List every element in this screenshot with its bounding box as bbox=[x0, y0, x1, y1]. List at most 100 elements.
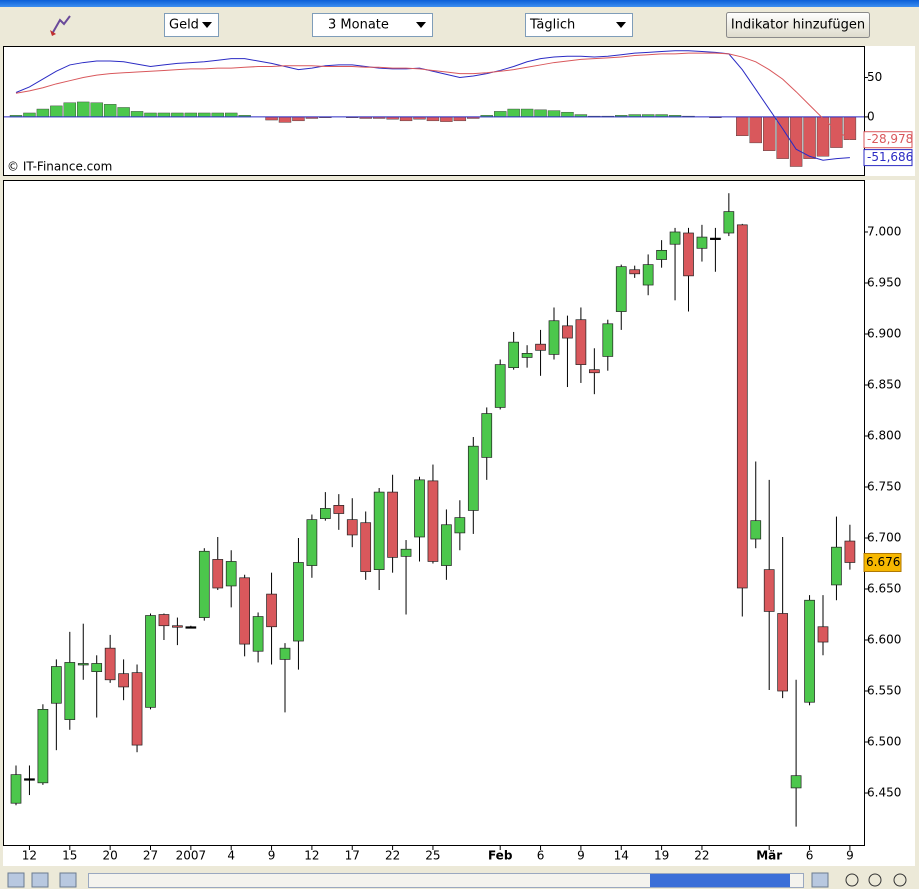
y-tick-label: 6.550 bbox=[867, 684, 901, 698]
histogram-bar bbox=[90, 102, 103, 118]
currency-value: Geld bbox=[169, 18, 199, 33]
y-tick-label: 6.750 bbox=[867, 479, 901, 493]
histogram-bar bbox=[184, 112, 198, 118]
add-indicator-button[interactable]: Indikator hinzufügen bbox=[726, 12, 870, 38]
candle-body bbox=[521, 353, 533, 358]
candle-body bbox=[831, 546, 842, 586]
candle-body bbox=[427, 480, 439, 562]
x-tick-label: 6 bbox=[537, 849, 545, 863]
candle-body bbox=[642, 264, 654, 286]
last-value-label: -28,978 bbox=[867, 132, 913, 146]
candle-body bbox=[723, 211, 735, 234]
x-tick-label: 22 bbox=[385, 849, 400, 863]
candle-body bbox=[763, 569, 775, 612]
scrollbar[interactable] bbox=[88, 873, 804, 888]
x-tick-label: 14 bbox=[614, 849, 629, 863]
indicator-line bbox=[15, 50, 850, 161]
histogram-bar bbox=[292, 116, 305, 122]
x-tick-label: 2007 bbox=[176, 849, 207, 863]
candle-body bbox=[10, 774, 22, 804]
y-tick-label: 6.700 bbox=[867, 531, 901, 545]
x-tick-label: 12 bbox=[22, 849, 37, 863]
last-value-box bbox=[863, 149, 913, 167]
tool-button[interactable] bbox=[7, 872, 25, 888]
indicator-line bbox=[15, 52, 851, 141]
x-tick-label: 15 bbox=[62, 849, 77, 863]
x-tick-label: 12 bbox=[304, 849, 319, 863]
candle-body bbox=[77, 663, 89, 666]
histogram-bar bbox=[23, 112, 36, 118]
candle-body bbox=[467, 445, 479, 511]
x-tick-label: 9 bbox=[268, 849, 276, 863]
histogram-bar bbox=[171, 112, 184, 118]
zoom-in-button[interactable] bbox=[893, 873, 907, 887]
candle-body bbox=[266, 593, 277, 628]
current-price-label: 6.676 bbox=[866, 555, 900, 569]
x-tick-label: 4 bbox=[227, 849, 235, 863]
histogram-bar bbox=[749, 116, 762, 144]
histogram-bar bbox=[103, 104, 117, 118]
candle-body bbox=[320, 508, 331, 519]
candle-body bbox=[91, 663, 103, 672]
candle-body bbox=[817, 626, 829, 643]
period-select[interactable]: 3 Monate bbox=[312, 13, 433, 37]
candle-body bbox=[346, 519, 358, 536]
candle-body bbox=[279, 647, 291, 660]
histogram-bar bbox=[830, 116, 843, 148]
histogram-bar bbox=[224, 112, 238, 118]
candle-body bbox=[588, 369, 600, 374]
y-tick-label: 6.850 bbox=[867, 377, 901, 391]
histogram-bar bbox=[520, 108, 534, 118]
histogram-bar bbox=[534, 109, 547, 118]
histogram-bar bbox=[157, 112, 171, 118]
interval-select[interactable]: Täglich bbox=[525, 13, 633, 37]
tool-button[interactable] bbox=[59, 872, 77, 888]
y-tick-label: 7.000 bbox=[867, 224, 901, 238]
candle-body bbox=[414, 479, 425, 538]
period-value: 3 Monate bbox=[328, 18, 389, 33]
candle-body bbox=[185, 626, 197, 629]
candle-body bbox=[158, 614, 170, 627]
zoom-button[interactable] bbox=[845, 873, 859, 887]
tool-icon[interactable] bbox=[50, 15, 71, 36]
candle-body bbox=[252, 616, 264, 652]
indicator-panel bbox=[3, 46, 865, 176]
candle-body bbox=[535, 343, 546, 351]
candle-body bbox=[602, 323, 614, 357]
candle-body bbox=[145, 615, 156, 708]
x-tick-label: Mär bbox=[756, 849, 782, 863]
candle-body bbox=[24, 778, 35, 781]
price-axis-area bbox=[864, 180, 915, 846]
candle-body bbox=[293, 562, 304, 642]
histogram-bar bbox=[77, 101, 90, 118]
tool-button[interactable] bbox=[31, 872, 49, 888]
candle-body bbox=[333, 505, 345, 514]
x-tick-label: 20 bbox=[103, 849, 118, 863]
candle-body bbox=[481, 413, 493, 458]
tool-button[interactable] bbox=[811, 872, 829, 888]
candle-body bbox=[710, 237, 721, 240]
currency-select[interactable]: Geld bbox=[164, 13, 219, 37]
histogram-bar bbox=[736, 116, 749, 137]
histogram-bar bbox=[63, 102, 76, 118]
y-tick-label: 6.650 bbox=[867, 582, 901, 596]
candle-body bbox=[454, 517, 466, 534]
histogram-bar bbox=[789, 116, 803, 167]
y-tick-label: 6.600 bbox=[867, 633, 901, 647]
zoom-out-button[interactable] bbox=[868, 873, 882, 887]
x-tick-label: 27 bbox=[143, 849, 158, 863]
candle-body bbox=[575, 319, 587, 365]
histogram-bar bbox=[803, 116, 816, 159]
histogram-bar bbox=[426, 116, 440, 122]
candle-body bbox=[508, 341, 519, 369]
histogram-bar bbox=[117, 107, 130, 118]
candle-body bbox=[306, 519, 318, 566]
histogram-bar bbox=[50, 105, 63, 118]
candle-body bbox=[239, 577, 250, 645]
scroll-thumb[interactable] bbox=[650, 874, 790, 887]
candle-body bbox=[131, 672, 143, 746]
histogram-bar bbox=[507, 108, 520, 118]
last-value-label: -51,686 bbox=[867, 150, 913, 164]
candle-body bbox=[118, 673, 129, 688]
